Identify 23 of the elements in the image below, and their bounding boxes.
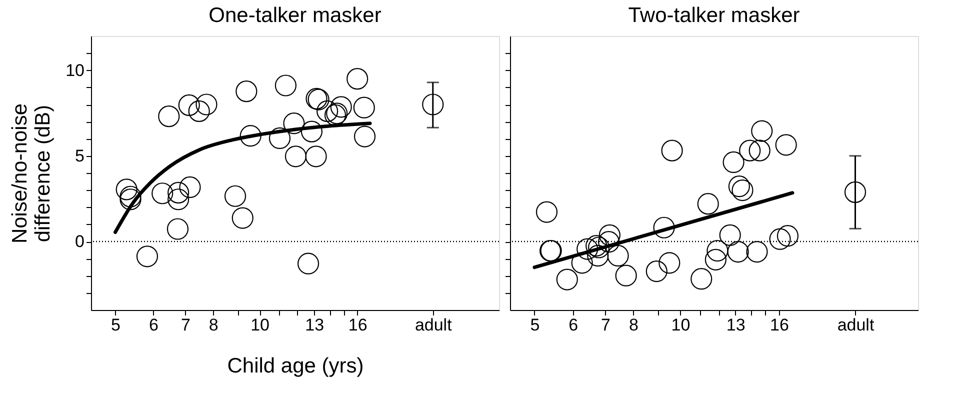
x-tick-label: 5: [530, 316, 540, 334]
x-tick-label: 10: [250, 316, 270, 334]
y-tick-label: 10: [66, 60, 84, 80]
x-tick-label: 16: [770, 316, 789, 334]
x-tick-label: 16: [348, 316, 368, 334]
x-tick-label: 7: [181, 316, 191, 334]
y-tick-label: 0: [75, 232, 84, 251]
x-axis-title: Child age (yrs): [227, 354, 364, 378]
x-tick-label: 13: [726, 316, 746, 334]
y-tick-label: 5: [75, 146, 84, 166]
chart-title: Two-talker masker: [628, 4, 800, 27]
x-tick-label: 13: [305, 316, 324, 334]
y-axis-title: Noise/no-noise difference (dB): [8, 103, 55, 244]
chart-title: One-talker masker: [208, 4, 382, 27]
x-tick-label: 8: [629, 316, 639, 334]
x-tick-label: 7: [600, 316, 610, 334]
x-tick-label: 5: [111, 316, 120, 334]
x-tick-label: adult: [837, 316, 874, 334]
x-tick-label: adult: [414, 316, 452, 334]
x-tick-label: 6: [568, 316, 578, 334]
x-tick-label: 10: [671, 316, 690, 334]
x-tick-label: 8: [208, 316, 218, 334]
x-tick-label: 6: [148, 316, 158, 334]
